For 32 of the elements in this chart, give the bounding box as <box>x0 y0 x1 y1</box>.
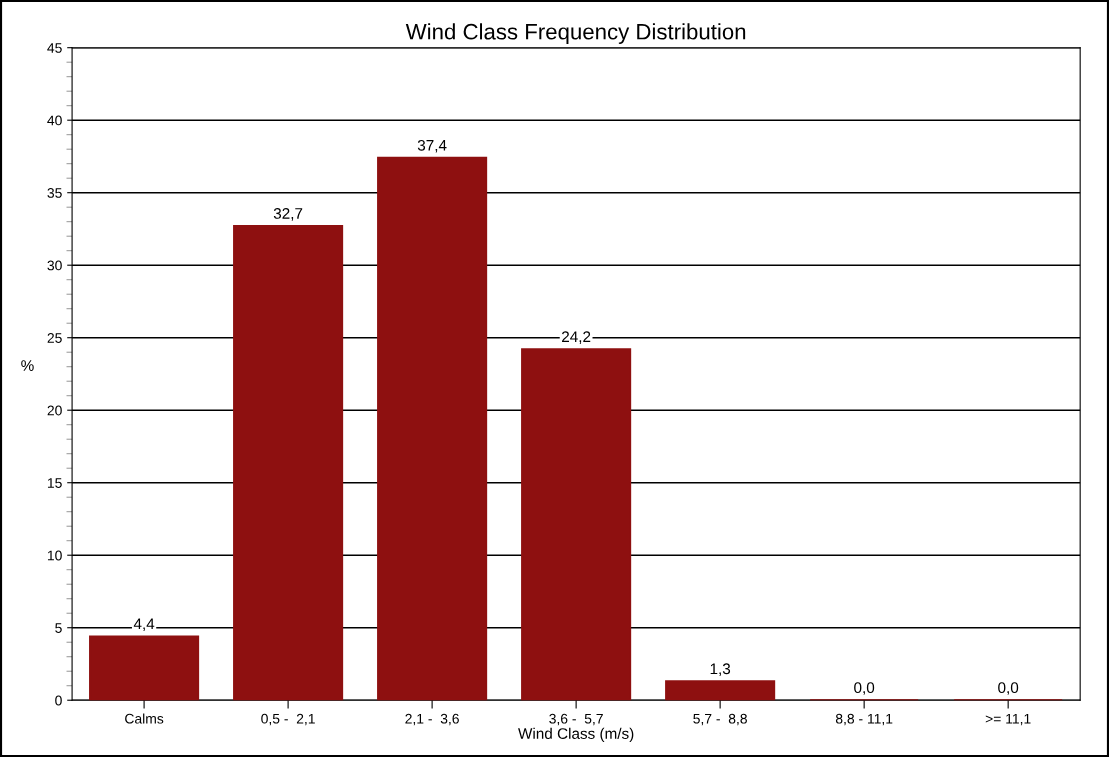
y-tick-label: 35 <box>47 188 62 198</box>
x-tick-label: 8,8 - 11,1 <box>835 713 893 726</box>
chart-title: Wind Class Frequency Distribution <box>405 23 746 44</box>
data-label: 4,4 <box>133 618 155 632</box>
y-tick-label: 10 <box>47 550 62 561</box>
y-axis-title: % <box>21 360 34 371</box>
y-tick-label: 25 <box>47 333 62 343</box>
bar <box>89 635 200 701</box>
bar <box>521 348 632 701</box>
y-tick-label: 30 <box>47 260 62 271</box>
data-label: 24,2 <box>562 331 591 344</box>
y-tick-label: 45 <box>47 43 62 53</box>
bar <box>665 680 776 701</box>
bar <box>233 225 344 701</box>
data-label: 32,7 <box>273 208 303 221</box>
x-tick-label: 5,7 - 8,8 <box>693 713 747 726</box>
bar <box>377 156 488 701</box>
x-tick-label: Calms <box>125 713 164 724</box>
x-tick-label: 0,5 - 2,1 <box>261 713 315 726</box>
data-label: 37,4 <box>417 139 447 153</box>
y-tick-label: 0 <box>55 695 62 706</box>
y-tick-label: 15 <box>47 478 62 488</box>
x-axis-title: Wind Class (m/s) <box>518 727 634 742</box>
y-tick-label: 40 <box>47 115 62 126</box>
data-label: 0,0 <box>854 682 875 695</box>
data-label: 1,3 <box>710 663 731 676</box>
x-tick-label: 2,1 - 3,6 <box>405 713 459 726</box>
data-label: 0,0 <box>998 682 1019 695</box>
x-tick-label: 3,6 - 5,7 <box>549 713 603 726</box>
y-tick-label: 5 <box>55 623 62 633</box>
x-tick-label: >= 11,1 <box>985 713 1031 726</box>
y-tick-label: 20 <box>47 405 62 416</box>
